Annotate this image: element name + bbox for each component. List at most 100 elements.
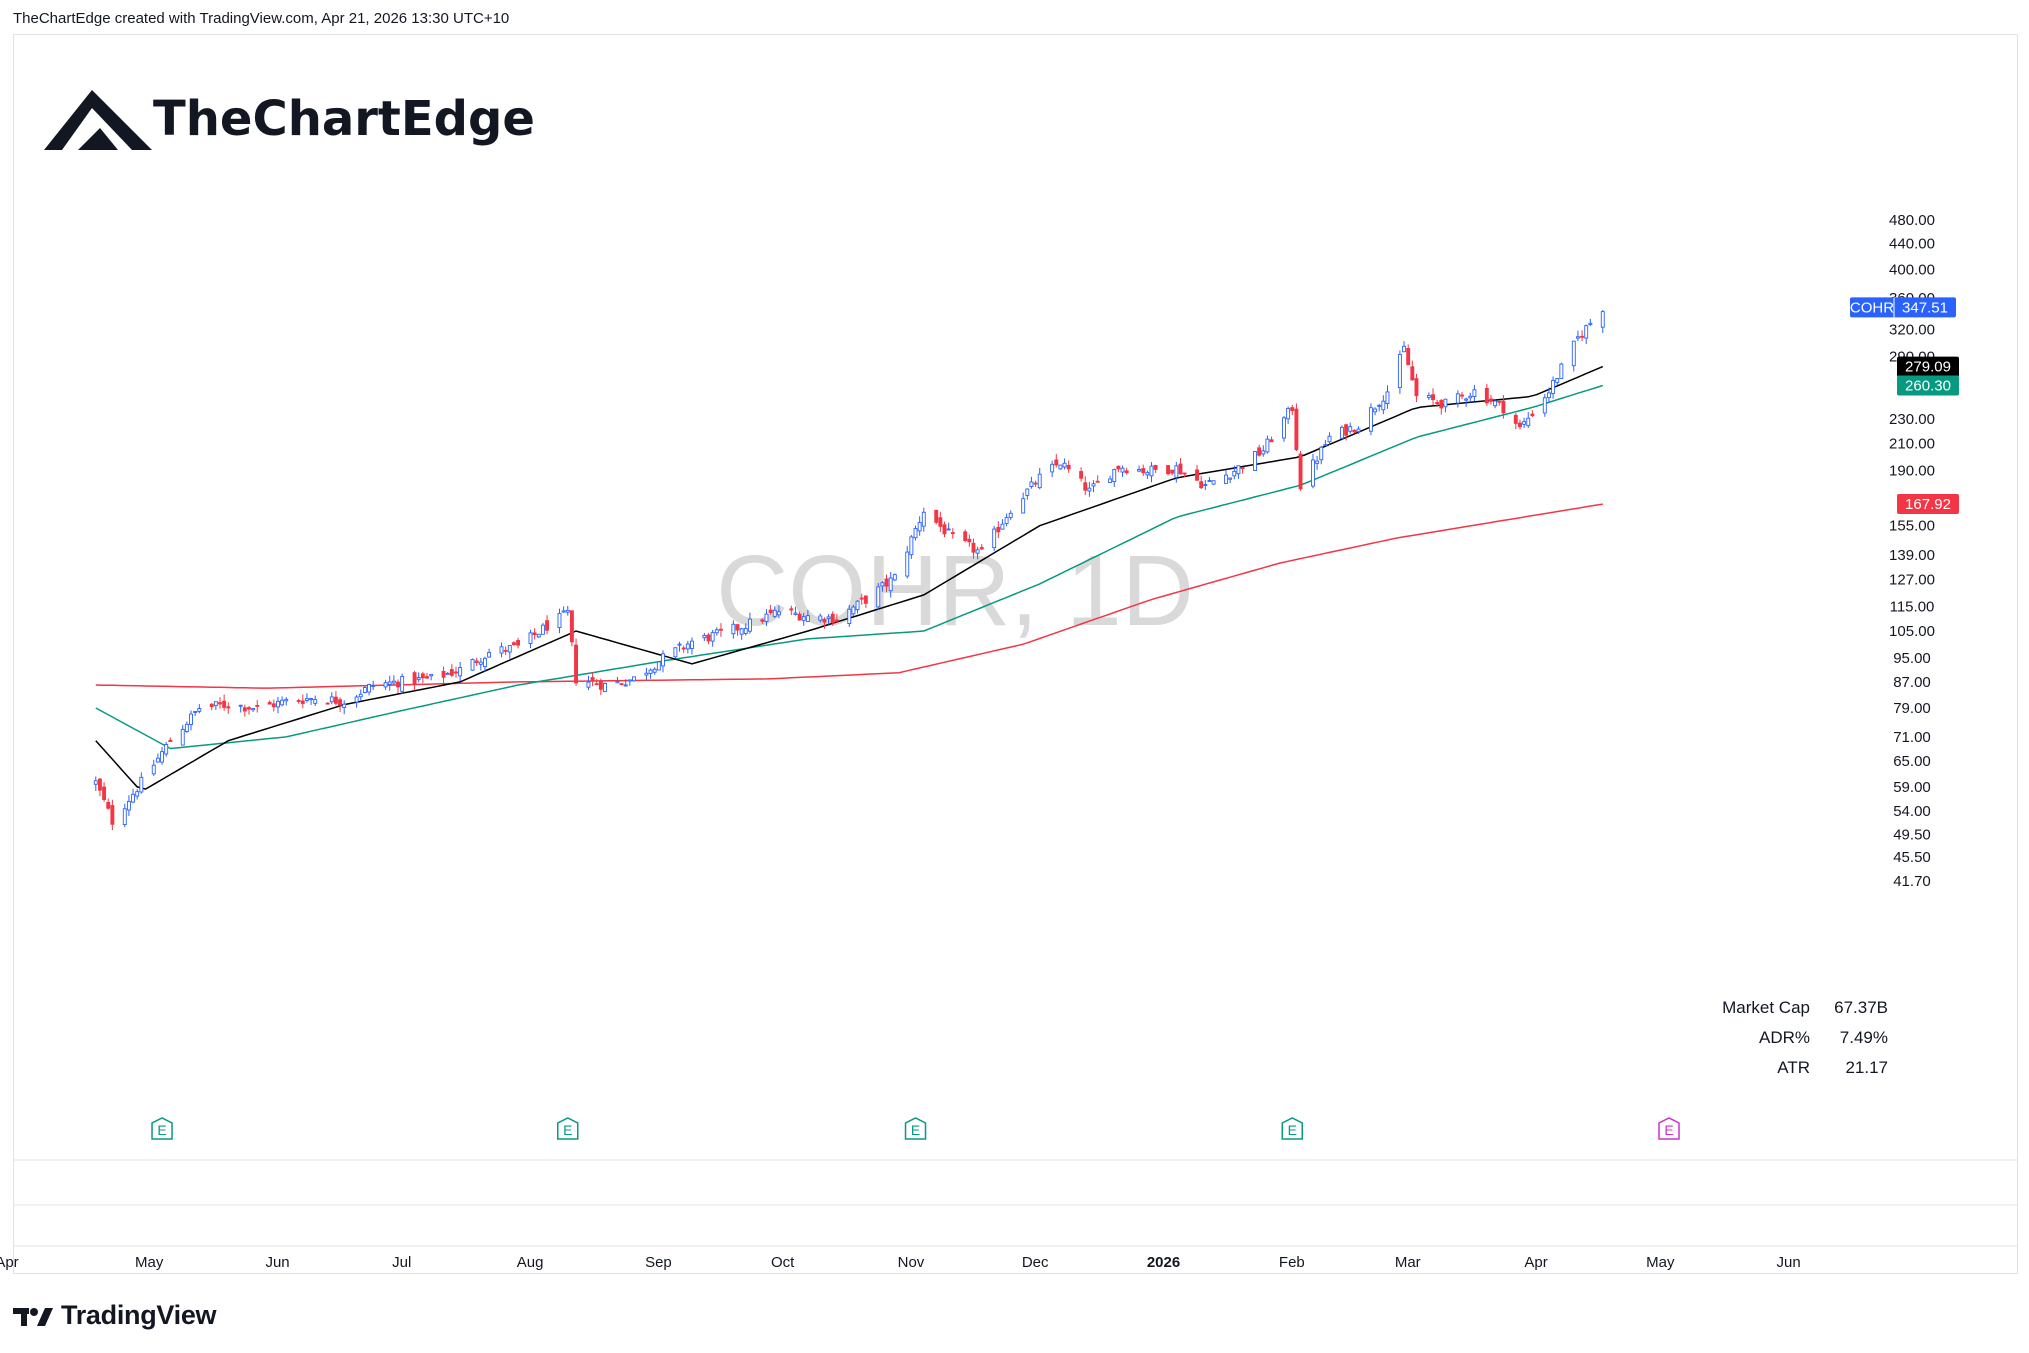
candle[interactable]	[1327, 432, 1332, 445]
candle[interactable]	[718, 623, 723, 637]
candle[interactable]	[1402, 341, 1406, 353]
candle[interactable]	[511, 641, 516, 646]
candle[interactable]	[1406, 344, 1411, 366]
candle[interactable]	[1282, 416, 1286, 442]
candle[interactable]	[557, 608, 562, 634]
candle[interactable]	[950, 528, 955, 539]
candle[interactable]	[594, 678, 599, 686]
candle[interactable]	[168, 737, 173, 743]
candle[interactable]	[1373, 407, 1378, 416]
candle[interactable]	[1153, 464, 1158, 473]
candle[interactable]	[1211, 480, 1216, 485]
candle[interactable]	[967, 534, 972, 547]
candle[interactable]	[218, 697, 222, 709]
candle[interactable]	[1037, 468, 1042, 490]
candle[interactable]	[1426, 392, 1431, 400]
candle[interactable]	[1240, 466, 1245, 474]
candle[interactable]	[627, 679, 632, 686]
candle[interactable]	[532, 628, 537, 640]
candle[interactable]	[1344, 423, 1349, 441]
candle[interactable]	[400, 673, 405, 694]
candle[interactable]	[1410, 360, 1415, 381]
candle[interactable]	[528, 629, 533, 649]
candle[interactable]	[888, 572, 893, 598]
candle[interactable]	[1203, 480, 1208, 491]
candle[interactable]	[483, 656, 487, 672]
candle[interactable]	[536, 633, 541, 639]
candle[interactable]	[1294, 403, 1299, 452]
candle[interactable]	[309, 697, 314, 705]
candle[interactable]	[93, 776, 98, 792]
candle[interactable]	[333, 690, 338, 706]
candle[interactable]	[710, 629, 715, 647]
candle[interactable]	[1501, 394, 1506, 419]
candle[interactable]	[1559, 362, 1564, 379]
candle[interactable]	[685, 640, 690, 654]
candle[interactable]	[598, 678, 603, 696]
candle[interactable]	[110, 799, 115, 831]
candle[interactable]	[540, 622, 545, 635]
candle[interactable]	[1025, 488, 1030, 500]
candle[interactable]	[859, 593, 864, 605]
candle[interactable]	[507, 645, 512, 659]
candle[interactable]	[358, 689, 363, 701]
candle[interactable]	[996, 521, 1001, 539]
candle[interactable]	[652, 667, 657, 675]
candle[interactable]	[1356, 426, 1361, 434]
candle[interactable]	[391, 675, 396, 685]
candle[interactable]	[516, 637, 521, 649]
candle[interactable]	[590, 672, 595, 687]
candle[interactable]	[242, 704, 247, 717]
candle[interactable]	[561, 606, 566, 613]
candle[interactable]	[1029, 476, 1034, 489]
candle[interactable]	[822, 617, 827, 629]
candle[interactable]	[197, 704, 202, 714]
candle[interactable]	[934, 509, 939, 525]
candle[interactable]	[383, 679, 388, 690]
candle[interactable]	[1530, 410, 1535, 418]
candle[interactable]	[1000, 519, 1005, 530]
candle[interactable]	[917, 516, 922, 536]
candle[interactable]	[826, 614, 831, 625]
candle[interactable]	[1555, 377, 1560, 385]
candle[interactable]	[1319, 445, 1324, 465]
candle[interactable]	[847, 605, 852, 627]
candle[interactable]	[213, 701, 218, 710]
candle[interactable]	[296, 698, 301, 704]
candle[interactable]	[106, 798, 111, 810]
candle[interactable]	[702, 632, 707, 641]
candle[interactable]	[661, 650, 665, 673]
candle[interactable]	[1091, 480, 1096, 493]
candle[interactable]	[131, 788, 136, 804]
earnings-marker[interactable]: E	[1281, 1117, 1304, 1140]
candle[interactable]	[1141, 464, 1146, 477]
candle[interactable]	[876, 583, 881, 610]
candle[interactable]	[1174, 461, 1179, 483]
candle[interactable]	[271, 699, 276, 712]
candle[interactable]	[338, 697, 343, 712]
candle[interactable]	[921, 507, 926, 532]
candle[interactable]	[102, 782, 107, 802]
candle[interactable]	[942, 521, 947, 538]
candle[interactable]	[1149, 462, 1154, 483]
candle[interactable]	[1033, 480, 1038, 487]
candle[interactable]	[644, 667, 649, 680]
candle[interactable]	[1120, 465, 1125, 477]
candle[interactable]	[1414, 373, 1419, 403]
candle[interactable]	[913, 525, 918, 541]
candle[interactable]	[1178, 458, 1183, 475]
candle[interactable]	[1124, 467, 1129, 475]
candle[interactable]	[354, 694, 359, 708]
candle[interactable]	[151, 759, 156, 776]
candle[interactable]	[764, 609, 769, 626]
candle[interactable]	[830, 611, 835, 626]
candle[interactable]	[300, 694, 305, 709]
candle[interactable]	[975, 546, 980, 560]
candle[interactable]	[1286, 406, 1291, 424]
candle[interactable]	[834, 613, 839, 623]
candle[interactable]	[743, 623, 748, 636]
candle[interactable]	[648, 668, 653, 679]
candle[interactable]	[1195, 465, 1199, 482]
candle[interactable]	[304, 693, 309, 703]
